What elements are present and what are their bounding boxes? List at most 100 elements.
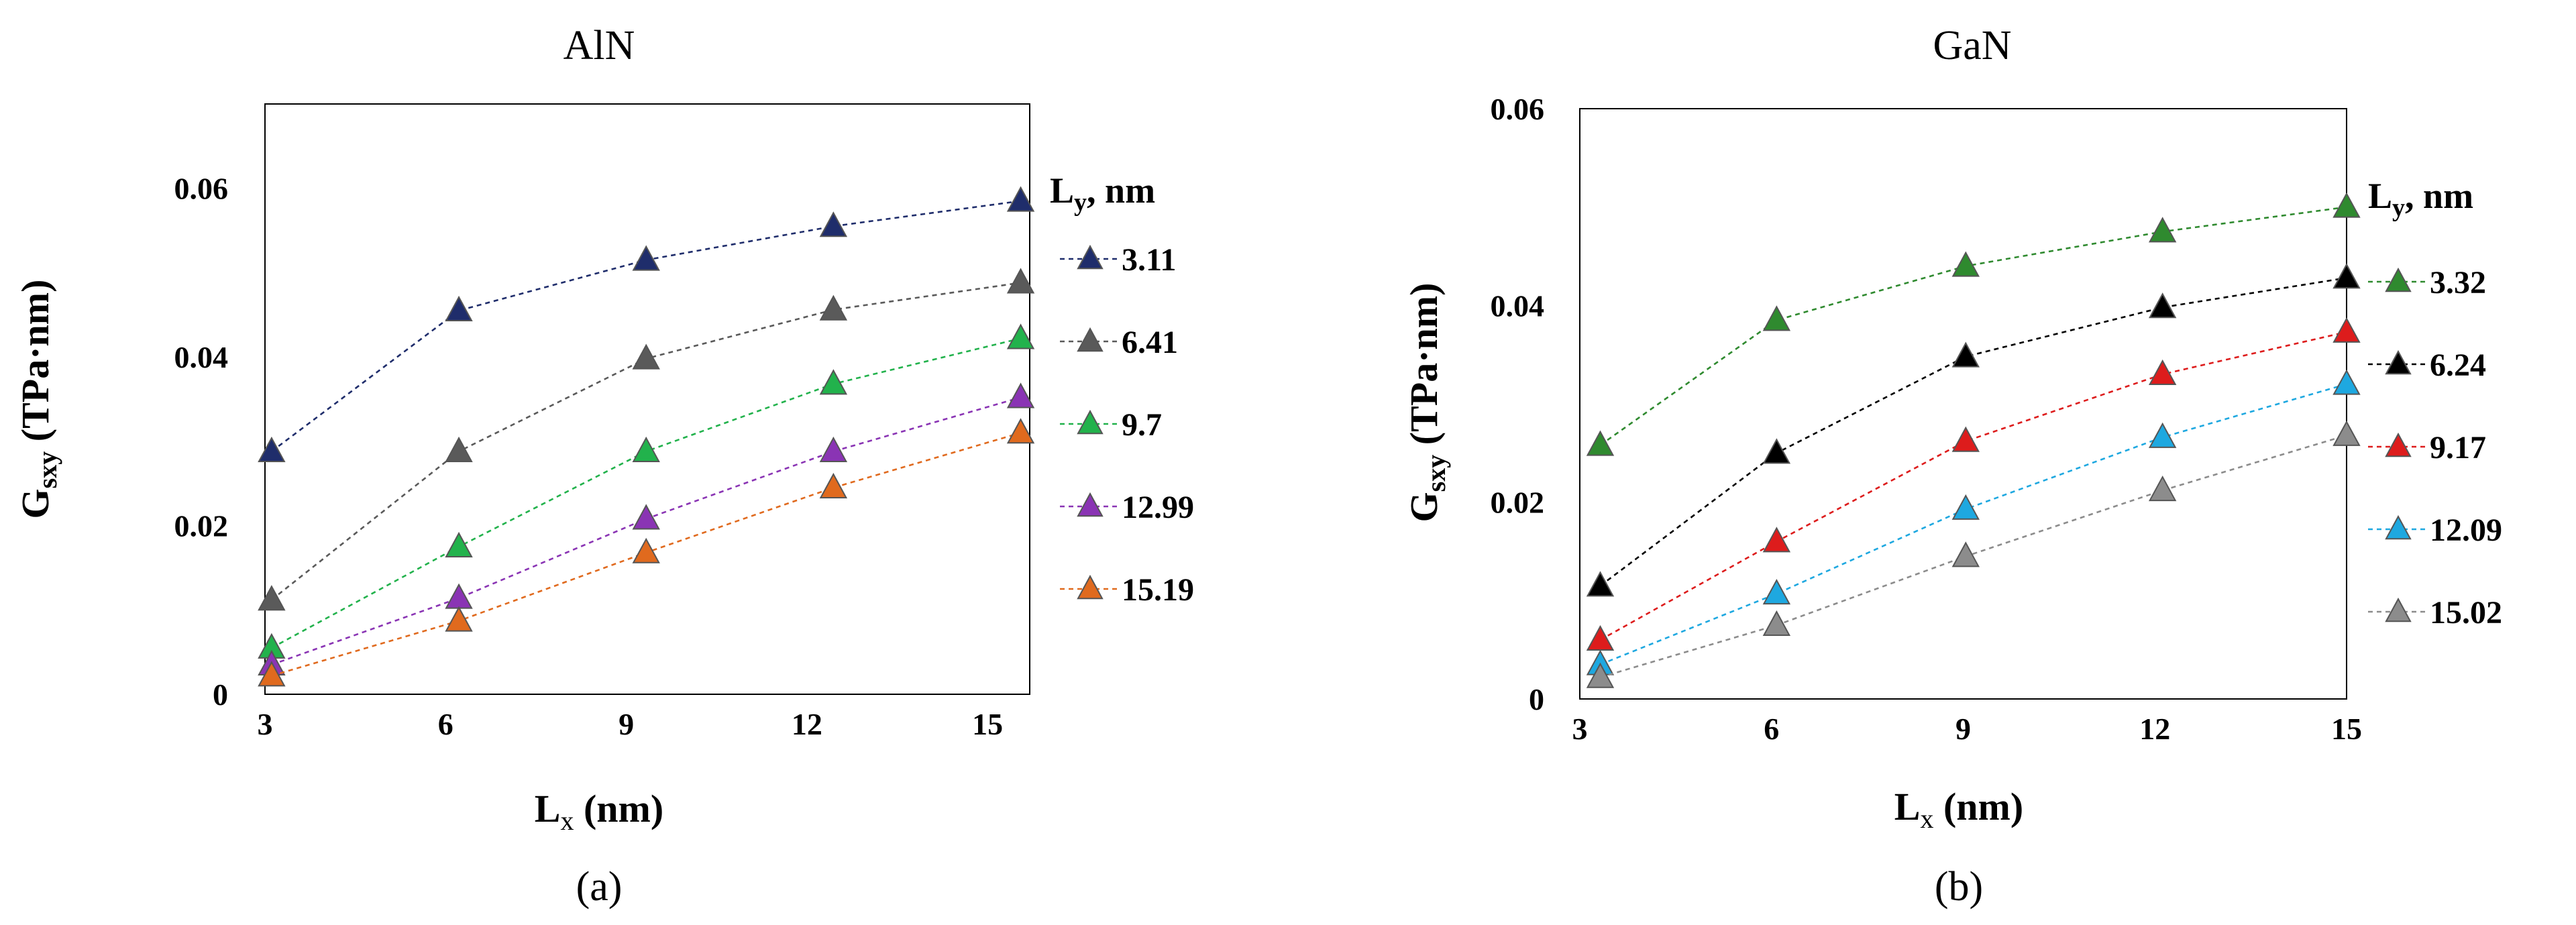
panel-b-y-tick-label: 0.06 [1491, 92, 1545, 126]
legend-marker-icon [1077, 327, 1104, 352]
panel-a-data-point [819, 436, 848, 462]
panel-a-data-point [819, 211, 848, 237]
panel-a-series-line [271, 337, 1021, 649]
panel-b-data-point [1586, 662, 1615, 688]
panel-a-series-3.11 [258, 186, 1035, 462]
panel-a-data-point [445, 583, 473, 609]
panel-a-x-axis-label: Lx (nm) [535, 787, 663, 836]
panel-a-data-point [1006, 323, 1035, 349]
panel-b-data-point [1951, 426, 1980, 452]
panel-b-data-point [1762, 305, 1791, 331]
panel-a-y-axis-label: Gsxy (TPa·nm) [13, 280, 62, 519]
panel-b-series-9.17 [1586, 317, 2361, 651]
panel-a-x-tick-label: 3 [258, 707, 273, 741]
legend-marker-icon [2385, 432, 2412, 457]
panel-b-data-point [2148, 217, 2177, 243]
panel-b-y-tick-label: 0.04 [1491, 288, 1545, 323]
panel-b-x-tick-label: 12 [2139, 712, 2170, 746]
panel-a-series-15.19 [258, 418, 1035, 687]
panel-a-data-point [1006, 418, 1035, 444]
panel-b-plot-frame [1579, 108, 2347, 700]
panel-b-x-tick-label: 6 [1764, 712, 1779, 746]
panel-a-data-point [1006, 382, 1035, 409]
panel-a-x-tick-labels: 3 6 9 12 15 [258, 707, 1004, 741]
panel-a-y-tick-label: 0 [213, 677, 228, 712]
legend-marker-icon [1077, 492, 1104, 517]
panel-a-data-point [445, 436, 473, 462]
panel-a-data-point [445, 606, 473, 632]
panel-b-data-point [2332, 192, 2361, 218]
panel-a-legend-item: 6.41 [1060, 325, 1178, 360]
panel-b-legend-item: 12.09 [2368, 512, 2502, 548]
panel-a-data-point [819, 369, 848, 395]
panel-a-data-point [632, 504, 660, 530]
legend-label: 9.17 [2430, 430, 2486, 466]
panel-b-legend-item: 15.02 [2368, 595, 2502, 631]
panel-b-series-12.09 [1586, 369, 2361, 675]
legend-marker-icon [2385, 597, 2412, 622]
panel-b-y-tick-label: 0.02 [1491, 486, 1545, 520]
panel-b-data-point [2332, 317, 2361, 343]
panel-b-data-point [1951, 341, 1980, 368]
panel-a-y-tick-label: 0.02 [174, 509, 229, 543]
panel-b-caption: (b) [1935, 864, 1983, 910]
panel-a-x-tick-label: 9 [619, 707, 634, 741]
panel-b-x-axis-label: Lx (nm) [1894, 785, 2023, 834]
panel-a-data-point [258, 661, 286, 687]
panel-b-data-point [1951, 494, 1980, 520]
panel-b-series-group [1586, 192, 2361, 688]
panel-b-legend-title: Ly, nm [2368, 176, 2473, 222]
panel-a-data-point [632, 436, 660, 462]
legend-label: 3.11 [1122, 242, 1176, 278]
panel-a-data-point [632, 343, 660, 370]
panel-b-legend: 3.32 6.24 9.17 12.09 15.02 [2368, 265, 2502, 631]
panel-a-data-point [632, 245, 660, 271]
panel-a-data-point [632, 537, 660, 563]
panel-a-data-point [258, 436, 286, 462]
panel-b-series-3.32 [1586, 192, 2361, 456]
panel-b-series-line [1599, 276, 2347, 587]
panel-a-legend-item: 3.11 [1060, 242, 1176, 278]
panel-a-data-point [1006, 186, 1035, 212]
panel-b-y-axis-label: Gsxy (TPa·nm) [1402, 283, 1451, 523]
panel-b-data-point [2148, 359, 2177, 385]
legend-label: 15.02 [2430, 595, 2502, 631]
panel-a-legend-item: 15.19 [1060, 572, 1194, 608]
panel-b-series-line [1599, 383, 2347, 665]
panel-a-data-point [819, 294, 848, 321]
panel-a-series-line [271, 200, 1021, 452]
panel-a-legend: 3.11 6.41 9.7 12.99 15.19 [1060, 242, 1194, 608]
panel-a-series-group [258, 186, 1035, 687]
panel-a-x-tick-label: 6 [438, 707, 453, 741]
legend-label: 9.7 [1122, 407, 1162, 443]
legend-marker-icon [2385, 267, 2412, 292]
panel-a-y-tick-label: 0.04 [174, 340, 229, 374]
panel-b-data-point [2148, 292, 2177, 319]
legend-label: 12.09 [2430, 512, 2502, 548]
panel-a-y-tick-label: 0.06 [174, 172, 229, 206]
panel-a-x-tick-label: 12 [792, 707, 822, 741]
legend-label: 6.24 [2430, 347, 2486, 383]
panel-b-data-point [1762, 438, 1791, 464]
panel-b-legend-item: 9.17 [2368, 430, 2486, 466]
panel-a-x-tick-label: 15 [972, 707, 1003, 741]
panel-a-data-point [819, 472, 848, 498]
panel-b-data-point [1762, 610, 1791, 636]
panel-b-x-tick-label: 15 [2331, 712, 2362, 746]
panel-b-title: GaN [1933, 23, 2011, 68]
panel-b-y-tick-labels: 0 0.02 0.04 0.06 [1491, 92, 1545, 716]
panel-b-x-tick-label: 3 [1572, 712, 1588, 746]
panel-a-data-point [1006, 268, 1035, 294]
panel-b-data-point [1586, 571, 1615, 597]
legend-marker-icon [1077, 409, 1104, 435]
panel-b-series-15.02 [1586, 420, 2361, 688]
legend-marker-icon [2385, 349, 2412, 375]
panel-b-x-tick-label: 9 [1955, 712, 1971, 746]
panel-b-data-point [1586, 430, 1615, 456]
panel-b-y-tick-label: 0 [1529, 682, 1544, 716]
legend-label: 3.32 [2430, 265, 2486, 301]
panel-a-data-point [258, 585, 286, 611]
panel-a-y-tick-labels: 0 0.02 0.04 0.06 [174, 172, 229, 712]
panel-b-gan: GaN 0 0.02 0.04 0.06 3 6 9 12 15 Lx (nm) Gsxy (… [1402, 23, 2502, 910]
panel-b-data-point [1951, 251, 1980, 277]
